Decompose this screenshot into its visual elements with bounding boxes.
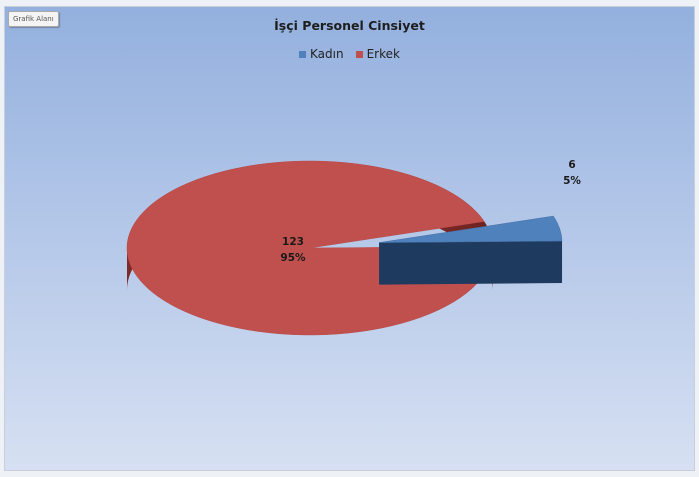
legend-swatch-kadin [299, 50, 307, 58]
legend-label-erkek: Erkek [366, 47, 400, 61]
pie-slice-erkek[interactable] [126, 160, 494, 336]
pie-slice-kadin-cut-face [379, 241, 563, 285]
legend[interactable]: Kadın Erkek [5, 47, 694, 61]
legend-swatch-erkek [355, 50, 363, 58]
pie-slice-kadin[interactable] [379, 215, 563, 243]
chart-title: İşçi Personel Cinsiyet [274, 18, 425, 33]
legend-item-erkek[interactable]: Erkek [355, 47, 400, 61]
data-label-count-erkek: 123 [282, 236, 304, 248]
pie-chart: 6 5% 123 95% [126, 159, 581, 336]
data-label-count-kadin: 6 [568, 159, 575, 171]
data-label-percent-kadin: 5% [563, 175, 581, 187]
chart-area[interactable]: Grafik Alanı İşçi Personel Cinsiyet Kadı… [4, 6, 695, 471]
chart-area-tag: Grafik Alanı [8, 11, 59, 27]
legend-label-kadin: Kadın [310, 47, 344, 61]
data-label-percent-erkek: 95% [280, 252, 306, 264]
legend-item-kadin[interactable]: Kadın [299, 47, 344, 61]
